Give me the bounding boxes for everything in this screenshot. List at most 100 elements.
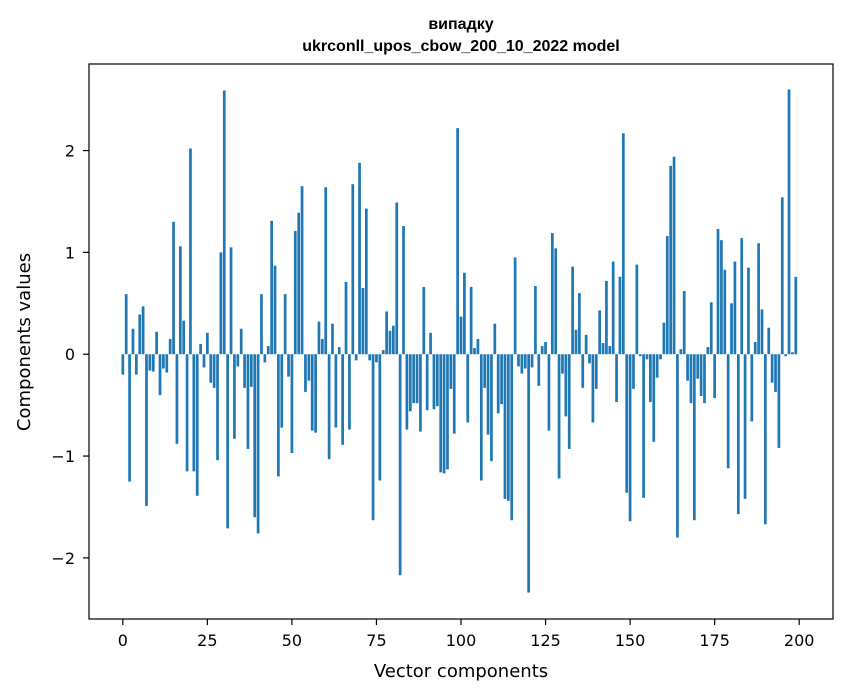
bar bbox=[791, 352, 794, 355]
bar bbox=[145, 354, 148, 506]
bar bbox=[479, 354, 483, 481]
bar bbox=[270, 220, 273, 355]
bar bbox=[155, 331, 158, 355]
bar bbox=[341, 354, 344, 445]
bar bbox=[726, 354, 730, 469]
bar bbox=[202, 354, 206, 368]
bar bbox=[500, 354, 503, 405]
bar bbox=[787, 89, 791, 355]
bar bbox=[405, 354, 409, 430]
bar bbox=[256, 354, 260, 534]
bar bbox=[530, 354, 534, 368]
bar bbox=[307, 354, 311, 381]
bar bbox=[625, 354, 629, 493]
bar bbox=[283, 294, 287, 355]
bar bbox=[121, 354, 125, 375]
bar bbox=[777, 354, 781, 448]
bar bbox=[195, 354, 199, 496]
x-tick-label: 200 bbox=[784, 631, 815, 650]
bar bbox=[740, 238, 744, 355]
bar bbox=[679, 349, 683, 355]
bar bbox=[493, 323, 497, 355]
bar bbox=[780, 197, 784, 355]
bar bbox=[517, 354, 520, 367]
bar bbox=[168, 338, 172, 355]
bar bbox=[463, 272, 466, 355]
bar bbox=[151, 354, 155, 372]
y-axis-ticks: −2 −1 0 1 2 bbox=[51, 142, 89, 568]
bar bbox=[747, 267, 750, 355]
bar bbox=[216, 354, 219, 461]
bar bbox=[192, 354, 196, 472]
bar bbox=[534, 286, 537, 355]
bar bbox=[148, 354, 152, 371]
bar bbox=[567, 354, 571, 449]
bar bbox=[757, 243, 760, 355]
bar bbox=[162, 354, 165, 369]
bar bbox=[243, 354, 246, 388]
bar bbox=[398, 354, 402, 576]
bar bbox=[310, 354, 314, 431]
bar bbox=[415, 354, 419, 404]
bar bbox=[361, 288, 365, 355]
bar bbox=[178, 246, 182, 355]
bar bbox=[557, 354, 561, 479]
bar bbox=[669, 165, 673, 355]
bar bbox=[730, 303, 733, 355]
bar bbox=[496, 354, 500, 414]
bar bbox=[611, 261, 615, 355]
bar bbox=[124, 294, 128, 355]
bar bbox=[733, 261, 737, 355]
bar bbox=[304, 354, 307, 392]
bar bbox=[368, 354, 372, 361]
bar bbox=[784, 354, 788, 357]
bar bbox=[750, 354, 754, 422]
bar bbox=[435, 354, 439, 407]
bar bbox=[638, 354, 642, 357]
bar bbox=[696, 354, 700, 379]
y-axis-label: Components values bbox=[14, 253, 35, 431]
bar bbox=[212, 354, 216, 388]
bar bbox=[699, 354, 703, 396]
bar bbox=[408, 354, 412, 412]
bar bbox=[320, 338, 324, 355]
bar bbox=[287, 354, 290, 377]
bar bbox=[337, 347, 341, 355]
bar bbox=[649, 354, 652, 403]
bar bbox=[709, 302, 713, 355]
bar bbox=[662, 322, 666, 355]
bar bbox=[432, 354, 436, 410]
x-axis-label: Vector components bbox=[374, 661, 548, 682]
bar bbox=[378, 354, 382, 481]
bar bbox=[233, 354, 236, 439]
bar bbox=[439, 354, 443, 473]
bar bbox=[659, 354, 662, 360]
bar bbox=[720, 240, 723, 355]
bar bbox=[483, 354, 487, 388]
bar bbox=[290, 354, 294, 454]
bar bbox=[446, 354, 449, 470]
bar bbox=[676, 354, 679, 538]
bar bbox=[327, 354, 331, 460]
bar bbox=[794, 276, 798, 355]
bar bbox=[476, 338, 480, 355]
bar bbox=[469, 287, 473, 355]
bar bbox=[554, 248, 558, 355]
bar bbox=[263, 354, 267, 363]
bar bbox=[703, 354, 706, 404]
bar bbox=[665, 236, 669, 355]
x-tick-label: 50 bbox=[282, 631, 302, 650]
bar bbox=[564, 354, 568, 417]
bar bbox=[425, 354, 429, 411]
bar bbox=[239, 328, 243, 355]
y-tick-label: 2 bbox=[65, 142, 75, 161]
bar bbox=[358, 162, 361, 355]
bar bbox=[767, 327, 771, 355]
bar bbox=[297, 212, 301, 355]
bar bbox=[199, 344, 202, 355]
bar bbox=[334, 354, 338, 428]
bar bbox=[209, 354, 213, 383]
bar bbox=[253, 354, 257, 518]
x-tick-label: 0 bbox=[118, 631, 128, 650]
x-tick-label: 25 bbox=[197, 631, 217, 650]
